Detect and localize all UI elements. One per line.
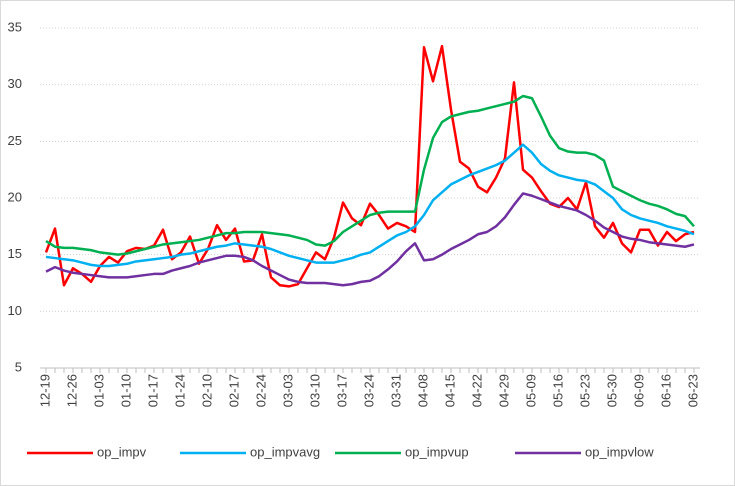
x-tick-label: 03-03 [280, 374, 295, 407]
legend-label: op_impvavg [250, 444, 320, 459]
x-tick-label: 05-23 [577, 374, 592, 407]
x-tick-label: 06-09 [631, 374, 646, 407]
x-tick-label: 12-26 [64, 374, 79, 407]
x-tick-label: 06-23 [685, 374, 700, 407]
x-tick-label: 03-31 [388, 374, 403, 407]
x-tick-label: 04-08 [415, 374, 430, 407]
y-tick-label: 35 [8, 19, 22, 34]
x-tick-label: 06-16 [658, 374, 673, 407]
legend-label: op_impvlow [585, 444, 654, 459]
x-tick-label: 03-17 [334, 374, 349, 407]
x-tick-label: 03-24 [361, 374, 376, 407]
y-tick-label: 25 [8, 133, 22, 148]
series-line [45, 94, 695, 256]
x-tick-label: 04-15 [442, 374, 457, 407]
x-tick-label: 12-19 [37, 374, 52, 407]
x-tick-label: 04-22 [469, 374, 484, 407]
x-tick-label: 02-17 [226, 374, 241, 407]
x-tick-label: 05-30 [604, 374, 619, 407]
legend-label: op_impv [97, 444, 147, 459]
y-tick-label: 15 [8, 246, 22, 261]
x-tick-label: 01-24 [172, 374, 187, 407]
x-tick-label: 05-16 [550, 374, 565, 407]
y-tick-label: 20 [8, 189, 22, 204]
x-tick-label: 04-29 [496, 374, 511, 407]
legend-label: op_impvup [405, 444, 469, 459]
x-tick-label: 01-10 [118, 374, 133, 407]
y-tick-label: 5 [15, 359, 22, 374]
x-tick-label: 01-17 [145, 374, 160, 407]
y-tick-label: 30 [8, 76, 22, 91]
x-tick-label: 05-09 [523, 374, 538, 407]
x-tick-label: 01-03 [91, 374, 106, 407]
y-tick-label: 10 [8, 303, 22, 318]
x-tick-label: 02-24 [253, 374, 268, 407]
series-line [45, 192, 695, 287]
x-tick-label: 03-10 [307, 374, 322, 407]
series-line [45, 143, 695, 268]
x-tick-label: 02-10 [199, 374, 214, 407]
